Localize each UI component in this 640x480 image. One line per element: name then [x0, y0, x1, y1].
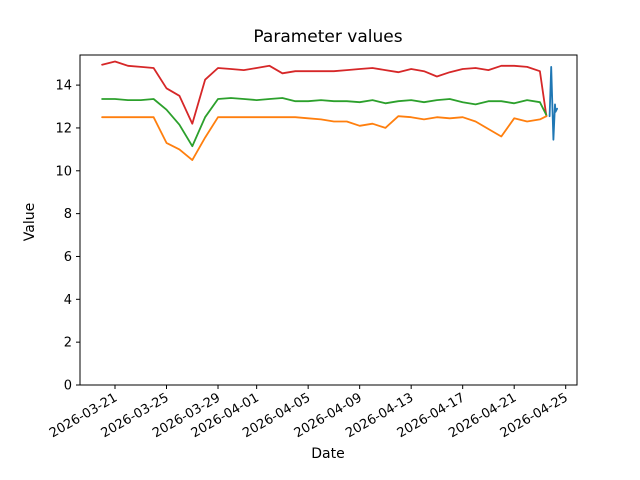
- x-axis-label: Date: [311, 446, 344, 462]
- chart-title: Parameter values: [253, 27, 402, 47]
- series-line-orange: [101, 115, 548, 161]
- y-tick-label: 8: [64, 207, 72, 222]
- y-tick-label: 2: [64, 336, 72, 351]
- y-tick-label: 6: [64, 250, 72, 265]
- y-tick-label: 12: [55, 121, 72, 136]
- series-line-red: [101, 60, 548, 125]
- plot-area: 024681012142026-03-212026-03-252026-03-2…: [47, 54, 578, 441]
- series-line-blue: [548, 66, 558, 141]
- y-axis-label: Value: [22, 203, 38, 241]
- plot-frame: [79, 54, 578, 386]
- y-tick-label: 4: [64, 293, 72, 308]
- series-line-green: [101, 97, 548, 148]
- y-tick-label: 0: [64, 379, 72, 394]
- y-tick-label: 10: [55, 164, 72, 179]
- y-tick-label: 14: [55, 79, 72, 94]
